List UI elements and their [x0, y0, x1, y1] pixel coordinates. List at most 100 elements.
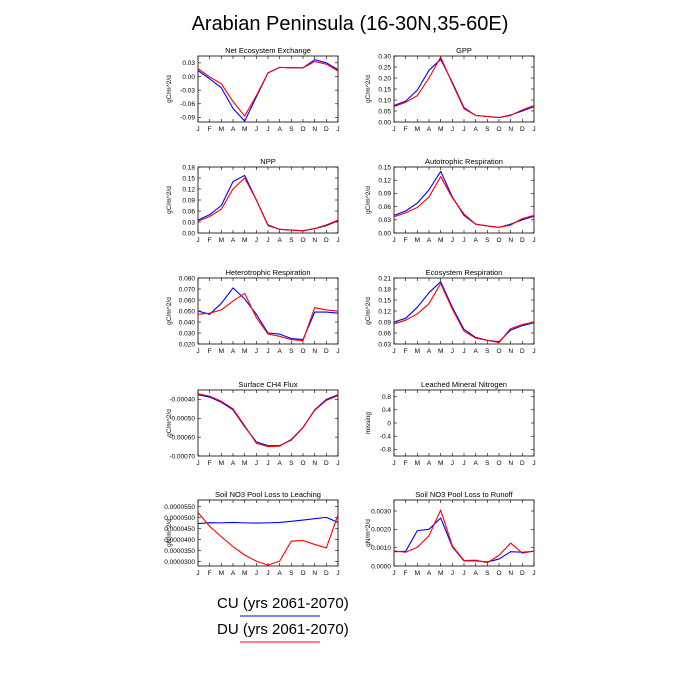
x-tick-label: A	[277, 460, 282, 467]
x-tick-label: S	[485, 570, 490, 577]
x-tick-label: M	[242, 126, 247, 133]
x-tick-label: M	[219, 460, 224, 467]
x-tick-label: S	[485, 237, 490, 244]
x-tick-label: M	[438, 126, 443, 133]
x-tick-label: N	[508, 570, 513, 577]
plot-frame	[197, 166, 339, 234]
x-tick-label: J	[451, 570, 454, 577]
y-tick-label: -0.03	[180, 87, 195, 94]
x-tick-label: F	[404, 348, 408, 355]
y-tick-label: -0.4	[380, 434, 392, 441]
x-tick-label: J	[266, 237, 269, 244]
y-tick-label: 0.4	[382, 407, 391, 414]
series-line-du	[197, 512, 339, 566]
x-tick-label: F	[404, 126, 408, 133]
x-tick-label: N	[508, 237, 513, 244]
y-tick-label: 0.09	[378, 191, 391, 198]
x-tick-label: A	[277, 348, 282, 355]
y-tick-label: -0.09	[180, 115, 195, 122]
y-tick-label: 0.30	[378, 53, 391, 60]
panel-title: Soil NO3 Pool Loss to Runoff	[415, 490, 513, 499]
series-line-cu	[197, 516, 339, 525]
x-tick-label: J	[462, 348, 465, 355]
y-tick-label: -0.06	[180, 101, 195, 108]
panel-title: Autotrophic Respiration	[425, 157, 503, 166]
figure-title: Arabian Peninsula (16-30N,35-60E)	[192, 13, 509, 35]
x-tick-label: A	[427, 237, 432, 244]
x-tick-label: D	[520, 570, 525, 577]
y-tick-label: 0.09	[378, 319, 391, 326]
x-tick-label: O	[496, 348, 501, 355]
y-tick-label: 0.21	[378, 275, 391, 282]
y-axis-label: gC/m^2/d	[166, 186, 173, 214]
panel-title: NPP	[260, 157, 275, 166]
x-tick-label: F	[404, 460, 408, 467]
y-tick-label: 0.15	[378, 164, 391, 171]
y-tick-label: -0.00070	[169, 453, 195, 460]
y-tick-label: 0.040	[179, 319, 196, 326]
x-tick-label: J	[532, 460, 535, 467]
legend: CU (yrs 2061-2070) DU (yrs 2061-2070)	[217, 595, 349, 643]
y-tick-label: 0.0000350	[164, 548, 195, 555]
plot-frame	[197, 55, 339, 123]
panel-7: Surface CH4 Flux -0.00040 -0.00050 -0.00060…	[166, 380, 340, 467]
x-tick-label: D	[520, 348, 525, 355]
series-line-du	[393, 56, 535, 119]
panel-6: Ecosystem Respiration 0.03 0.06 0.09 0.12 0.1…	[365, 268, 536, 355]
x-tick-label: A	[427, 460, 432, 467]
x-tick-label: O	[300, 126, 305, 133]
x-tick-label: M	[219, 237, 224, 244]
x-tick-label: O	[496, 126, 501, 133]
panel-title: Net Ecosystem Exchange	[225, 46, 311, 55]
x-tick-label: F	[208, 126, 212, 133]
y-tick-label: 0.050	[179, 308, 196, 315]
x-tick-label: D	[324, 126, 329, 133]
y-tick-label: 0.060	[179, 297, 196, 304]
panel-title: Surface CH4 Flux	[238, 380, 297, 389]
y-tick-label: 0.09	[182, 197, 195, 204]
y-tick-label: 0.03	[378, 341, 391, 348]
x-tick-label: A	[427, 570, 432, 577]
x-tick-label: J	[266, 570, 269, 577]
y-tick-label: 0.0000500	[164, 515, 195, 522]
y-tick-label: 0.06	[378, 204, 391, 211]
y-tick-label: 0.030	[179, 330, 196, 337]
y-tick-label: 0.15	[182, 175, 195, 182]
y-tick-label: -0.00050	[169, 416, 195, 423]
x-tick-label: D	[520, 126, 525, 133]
x-tick-label: J	[336, 126, 339, 133]
series-line-du	[197, 60, 339, 117]
x-tick-label: A	[473, 460, 478, 467]
x-tick-label: J	[392, 126, 395, 133]
series-line-du	[197, 393, 339, 448]
legend-label: DU (yrs 2061-2070)	[217, 621, 349, 638]
x-tick-label: F	[208, 570, 212, 577]
x-tick-label: J	[336, 460, 339, 467]
y-tick-label: 0.8	[382, 394, 391, 401]
x-tick-label: D	[520, 460, 525, 467]
x-tick-label: J	[266, 348, 269, 355]
x-tick-label: J	[532, 237, 535, 244]
x-tick-label: D	[324, 460, 329, 467]
x-tick-label: A	[277, 126, 282, 133]
x-tick-label: O	[496, 237, 501, 244]
x-tick-label: J	[392, 570, 395, 577]
x-tick-label: A	[231, 460, 236, 467]
x-tick-label: O	[300, 348, 305, 355]
plot-frame	[197, 499, 339, 567]
x-tick-label: A	[231, 570, 236, 577]
y-tick-label: 0.20	[378, 75, 391, 82]
x-tick-label: M	[415, 348, 420, 355]
y-tick-label: 0.18	[182, 164, 195, 171]
panel-4: Autotrophic Respiration 0.00 0.03 0.06 0.09 0…	[365, 157, 536, 244]
x-tick-label: D	[324, 570, 329, 577]
y-tick-label: 0.03	[378, 217, 391, 224]
y-axis-label: gC/m^2/d	[166, 297, 173, 325]
x-tick-label: M	[219, 126, 224, 133]
x-tick-label: J	[266, 126, 269, 133]
series-line-du	[393, 282, 535, 344]
x-tick-label: J	[462, 460, 465, 467]
panel-title: Leached Mineral Nitrogen	[421, 380, 507, 389]
legend-label: CU (yrs 2061-2070)	[217, 595, 349, 612]
